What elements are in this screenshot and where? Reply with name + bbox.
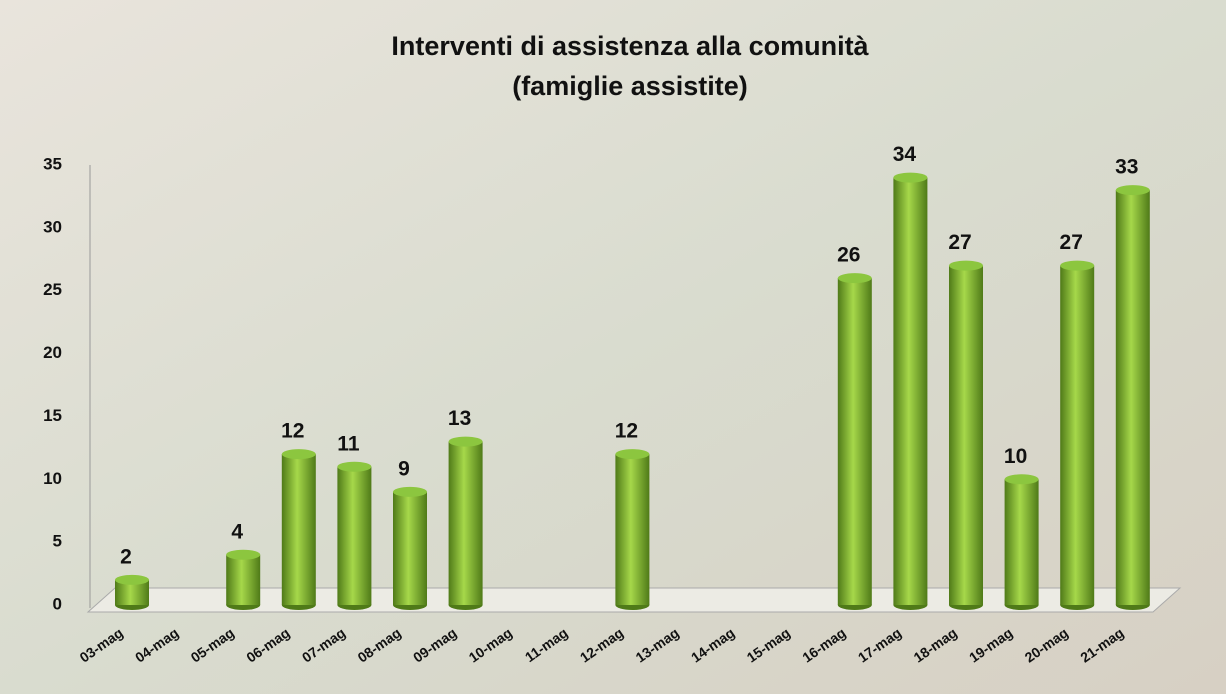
bar-top [115, 575, 149, 585]
bar [282, 454, 316, 605]
bar [337, 467, 371, 605]
value-label: 13 [448, 407, 471, 430]
bar-top [1005, 474, 1039, 484]
bar-top [393, 487, 427, 497]
value-label: 11 [337, 432, 360, 455]
value-label: 27 [1060, 231, 1083, 254]
chart-subtitle: (famiglie assistite) [512, 71, 748, 101]
value-label: 27 [948, 231, 971, 254]
value-label: 10 [1004, 445, 1027, 468]
bar-top [337, 462, 371, 472]
value-label: 9 [398, 457, 410, 480]
y-tick-label: 0 [53, 594, 62, 613]
y-tick-label: 5 [53, 532, 62, 551]
y-tick-label: 10 [43, 469, 62, 488]
bar [615, 454, 649, 605]
value-label: 12 [281, 420, 304, 443]
bar-top [226, 550, 260, 560]
bar [893, 178, 927, 605]
bar-top [449, 437, 483, 447]
y-tick-label: 25 [43, 280, 62, 299]
bar-top [949, 261, 983, 271]
bar [949, 266, 983, 605]
chart: Interventi di assistenza alla comunità (… [0, 0, 1226, 694]
bar [449, 442, 483, 605]
bar-top [282, 449, 316, 459]
bar-top [615, 449, 649, 459]
value-label: 12 [615, 420, 638, 443]
y-tick-label: 35 [43, 154, 62, 173]
y-tick-label: 30 [43, 217, 62, 236]
bar [1116, 190, 1150, 605]
bar-top [838, 273, 872, 283]
bar [393, 492, 427, 605]
bar-top [893, 173, 927, 183]
value-label: 4 [231, 520, 243, 543]
value-label: 33 [1115, 156, 1138, 179]
y-tick-label: 15 [43, 406, 62, 425]
bar [1005, 479, 1039, 605]
value-label: 26 [837, 244, 860, 267]
chart-title: Interventi di assistenza alla comunità [391, 31, 869, 61]
bar [1060, 266, 1094, 605]
value-label: 34 [893, 143, 917, 166]
value-label: 2 [120, 545, 132, 568]
bar-top [1060, 261, 1094, 271]
bar-top [1116, 185, 1150, 195]
bar [226, 555, 260, 605]
y-tick-label: 20 [43, 343, 62, 362]
bar [838, 278, 872, 605]
